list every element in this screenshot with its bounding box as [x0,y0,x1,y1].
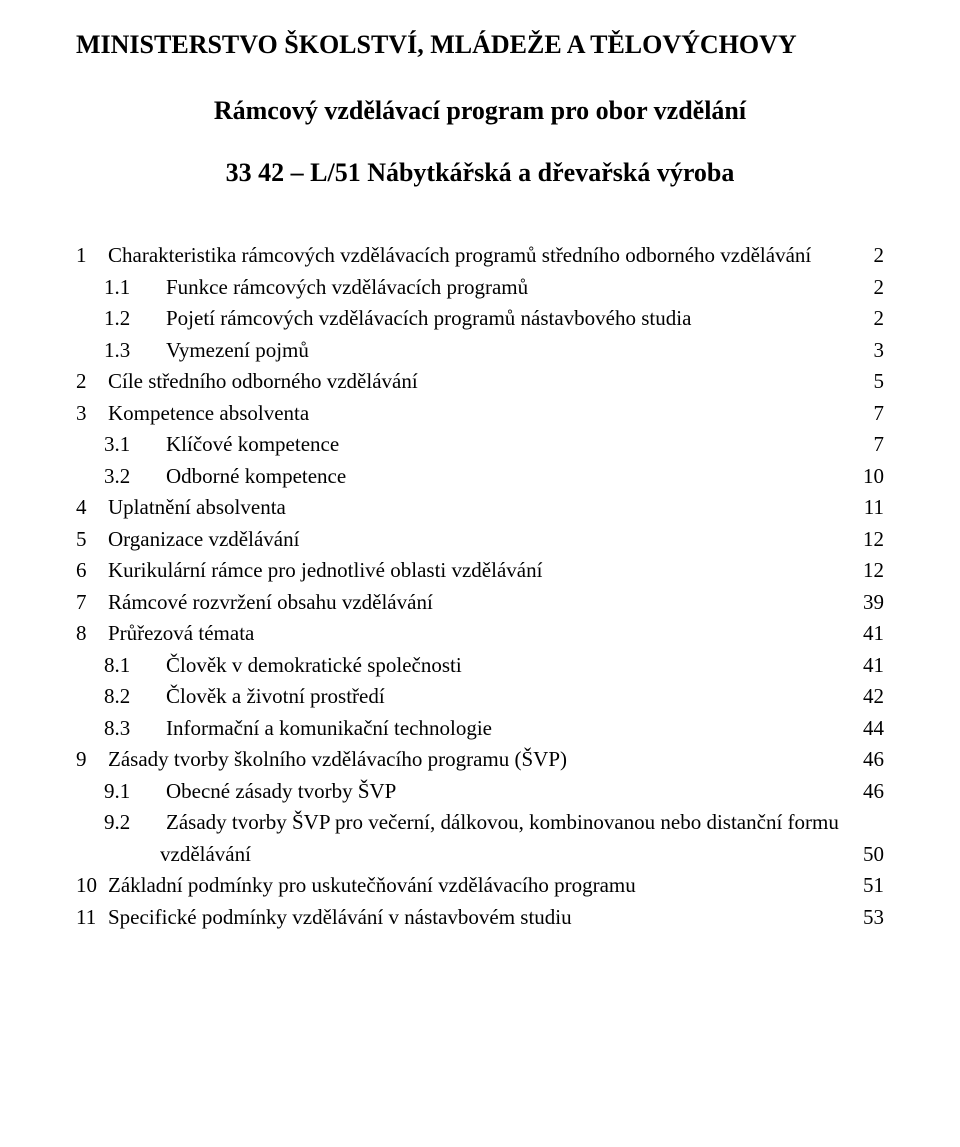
toc-entry-page: 10 [856,461,884,493]
toc-entry-number: 7 [76,587,108,619]
toc-entry-number: 5 [76,524,108,556]
toc-entry: 1Charakteristika rámcových vzdělávacích … [76,240,884,272]
toc-entry-number: 8.2 [104,681,166,713]
toc-entry-number: 8.3 [104,713,166,745]
program-code: 33 42 – L/51 Nábytkářská a dřevařská výr… [76,158,884,188]
ministry-title: MINISTERSTVO ŠKOLSTVÍ, MLÁDEŽE A TĚLOVÝC… [76,30,884,60]
toc-entry: 1.3Vymezení pojmů3 [76,335,884,367]
toc-entry: 8.3Informační a komunikační technologie4… [76,713,884,745]
toc-entry-text: Kompetence absolventa [108,398,856,430]
toc-entry-page: 50 [856,839,884,871]
toc-entry-text: Klíčové kompetence [166,429,856,461]
toc-entry: 9.1Obecné zásady tvorby ŠVP46 [76,776,884,808]
toc-entry-page: 12 [856,524,884,556]
toc-entry: 8.1Člověk v demokratické společnosti41 [76,650,884,682]
toc-entry-text: Odborné kompetence [166,461,856,493]
toc-entry-number: 1 [76,240,108,272]
toc-entry-number: 10 [76,870,108,902]
toc-entry-page: 12 [856,555,884,587]
toc-entry-number: 11 [76,902,108,934]
toc-entry-number: 9.1 [104,776,166,808]
toc-entry-text: Uplatnění absolventa [108,492,856,524]
toc-entry-page: 42 [856,681,884,713]
toc-entry: 5Organizace vzdělávání12 [76,524,884,556]
toc-entry-text: Specifické podmínky vzdělávání v nástavb… [108,902,856,934]
toc-entry-page: 5 [856,366,884,398]
toc-entry: 8Průřezová témata41 [76,618,884,650]
toc-entry-text: Funkce rámcových vzdělávacích programů [166,272,856,304]
toc-entry-number: 1.3 [104,335,166,367]
toc-entry-page: 2 [856,272,884,304]
toc-entry-page: 41 [856,618,884,650]
toc-entry-number: 8 [76,618,108,650]
toc-entry-text: Informační a komunikační technologie [166,713,856,745]
toc-entry: 8.2Člověk a životní prostředí42 [76,681,884,713]
toc-entry: 4Uplatnění absolventa11 [76,492,884,524]
toc-entry-page: 46 [856,744,884,776]
toc-entry-number: 2 [76,366,108,398]
toc-entry-page: 2 [856,303,884,335]
toc-entry-text: Obecné zásady tvorby ŠVP [166,776,856,808]
toc-entry-page: 7 [856,429,884,461]
toc-entry-text: Cíle středního odborného vzdělávání [108,366,856,398]
toc-entry-text: vzdělávání [160,839,856,871]
toc-entry-text: Člověk v demokratické společnosti [166,650,856,682]
toc-entry-number: 3 [76,398,108,430]
toc-entry-page: 53 [856,902,884,934]
toc-entry: 6Kurikulární rámce pro jednotlivé oblast… [76,555,884,587]
toc-entry-text: Charakteristika rámcových vzdělávacích p… [108,240,856,272]
toc-entry-page: 44 [856,713,884,745]
toc-entry-text: Pojetí rámcových vzdělávacích programů n… [166,303,856,335]
toc-entry: 11Specifické podmínky vzdělávání v násta… [76,902,884,934]
toc-entry: 2Cíle středního odborného vzdělávání5 [76,366,884,398]
toc-entry-text: Vymezení pojmů [166,335,856,367]
toc-entry: 1.1Funkce rámcových vzdělávacích program… [76,272,884,304]
toc-entry-text: Kurikulární rámce pro jednotlivé oblasti… [108,555,856,587]
toc-entry-page: 39 [856,587,884,619]
toc-entry-text: Člověk a životní prostředí [166,681,856,713]
toc-entry: 3.2Odborné kompetence10 [76,461,884,493]
toc-entry-number: 9.2 [104,807,166,839]
toc-entry-number: 3.2 [104,461,166,493]
toc-entry-page: 7 [856,398,884,430]
toc-entry-text: Zásady tvorby školního vzdělávacího prog… [108,744,856,776]
toc-entry-continuation: vzdělávání50 [76,839,884,871]
toc-entry-number: 1.1 [104,272,166,304]
toc-entry-number: 4 [76,492,108,524]
toc-entry-number: 3.1 [104,429,166,461]
toc-entry-text: Průřezová témata [108,618,856,650]
toc-entry-page: 3 [856,335,884,367]
toc-entry: 7Rámcové rozvržení obsahu vzdělávání39 [76,587,884,619]
toc-entry-page: 11 [856,492,884,524]
toc-entry: 9.2Zásady tvorby ŠVP pro večerní, dálkov… [76,807,884,839]
table-of-contents: 1Charakteristika rámcových vzdělávacích … [76,240,884,933]
toc-entry-page: 51 [856,870,884,902]
document-page: MINISTERSTVO ŠKOLSTVÍ, MLÁDEŽE A TĚLOVÝC… [0,0,960,1147]
toc-entry-text: Rámcové rozvržení obsahu vzdělávání [108,587,856,619]
toc-entry-number: 8.1 [104,650,166,682]
toc-entry-page: 2 [856,240,884,272]
toc-entry-page: 46 [856,776,884,808]
toc-entry-number: 9 [76,744,108,776]
toc-entry-number: 6 [76,555,108,587]
toc-entry-page: 41 [856,650,884,682]
toc-entry: 1.2Pojetí rámcových vzdělávacích program… [76,303,884,335]
toc-entry-number: 1.2 [104,303,166,335]
program-subtitle: Rámcový vzdělávací program pro obor vzdě… [76,96,884,126]
toc-entry: 10Základní podmínky pro uskutečňování vz… [76,870,884,902]
toc-entry-text: Organizace vzdělávání [108,524,856,556]
toc-entry: 3Kompetence absolventa7 [76,398,884,430]
toc-entry: 9Zásady tvorby školního vzdělávacího pro… [76,744,884,776]
toc-entry: 3.1Klíčové kompetence7 [76,429,884,461]
toc-entry-text: Zásady tvorby ŠVP pro večerní, dálkovou,… [166,807,884,839]
toc-entry-text: Základní podmínky pro uskutečňování vzdě… [108,870,856,902]
